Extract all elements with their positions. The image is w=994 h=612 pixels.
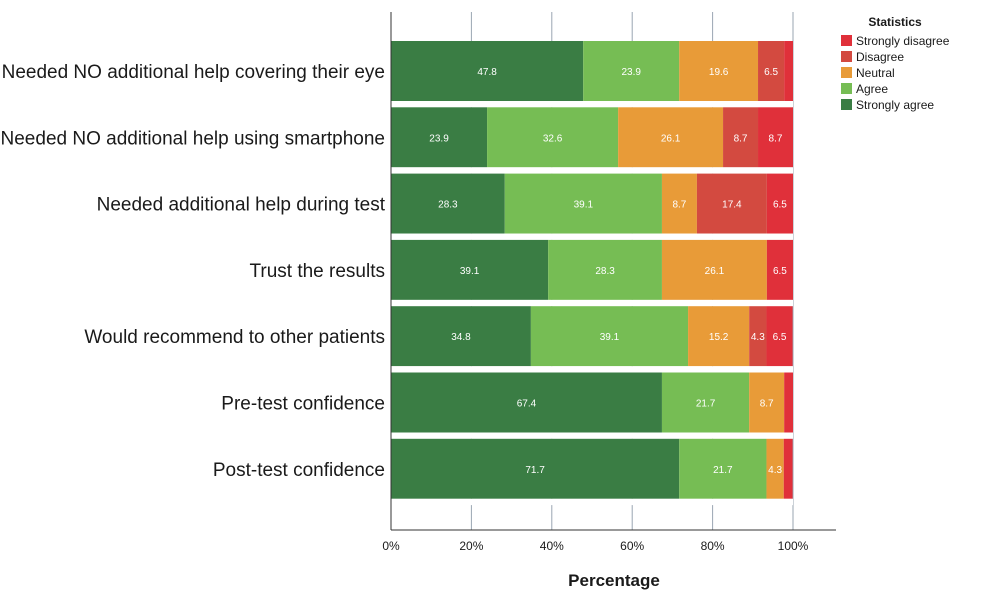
bar-segment — [766, 438, 784, 499]
bar-segment — [548, 239, 662, 300]
legend-entry: Strongly agree — [856, 98, 934, 112]
data-label: 23.9 — [429, 133, 449, 144]
data-label: 6.5 — [773, 200, 787, 211]
data-label: 6.5 — [764, 67, 778, 78]
bar-segment — [583, 41, 680, 101]
legend-swatch — [841, 67, 852, 78]
data-label: 26.1 — [661, 133, 681, 144]
x-axis-title: Percentage — [568, 571, 660, 590]
data-label: 6.5 — [773, 266, 787, 277]
bar-segment — [391, 438, 680, 499]
bar-segment — [749, 306, 767, 367]
x-tick-label: 40% — [540, 539, 564, 553]
bar-segment — [784, 372, 793, 433]
bar-segment — [391, 173, 505, 234]
data-label: 39.1 — [600, 332, 620, 343]
data-label: 8.7 — [734, 133, 748, 144]
category-label: Would recommend to other patients — [84, 327, 385, 348]
category-labels: Needed NO additional help covering their… — [1, 62, 386, 481]
axes — [390, 12, 836, 531]
category-label: Needed additional help during test — [97, 195, 386, 216]
bar-segment — [661, 239, 767, 300]
x-tick-label: 80% — [701, 539, 725, 553]
x-tick-label: 100% — [778, 539, 809, 553]
bar-segment — [766, 306, 793, 367]
bar-segment — [661, 173, 697, 234]
legend-entry: Disagree — [856, 50, 904, 64]
data-label: 47.8 — [477, 67, 497, 78]
x-tick-label: 0% — [382, 539, 400, 553]
data-label: 21.7 — [713, 465, 733, 476]
legend-swatch — [841, 51, 852, 62]
bar-segment — [679, 41, 759, 101]
data-label: 71.7 — [525, 465, 545, 476]
bar-segment — [504, 173, 662, 234]
legend-entry: Neutral — [856, 66, 895, 80]
row-separator — [391, 101, 793, 108]
bar-segment — [688, 306, 750, 367]
data-label: 17.4 — [722, 200, 742, 211]
data-label: 34.8 — [451, 332, 471, 343]
data-label: 28.3 — [595, 266, 615, 277]
bar-segment — [391, 107, 488, 168]
category-label: Post-test confidence — [213, 460, 385, 481]
legend-swatch — [841, 99, 852, 110]
legend-swatch — [841, 35, 852, 46]
data-label: 4.3 — [768, 465, 782, 476]
data-label: 6.5 — [773, 332, 787, 343]
legend-title: Statistics — [868, 15, 922, 29]
bars: 47.8 23.9 19.6 6.5 23.9 32.6 26.1 8.7 8.7 28.3 39.… — [391, 41, 793, 506]
category-label: Needed NO additional help using smartpho… — [1, 128, 385, 149]
row-separator — [391, 432, 793, 439]
data-label: 8.7 — [760, 399, 774, 410]
bar-segment — [784, 41, 793, 101]
x-tick-label: 60% — [620, 539, 644, 553]
data-label: 67.4 — [517, 399, 537, 410]
legend-swatch — [841, 83, 852, 94]
bar-segment — [758, 107, 793, 168]
legend-entry: Strongly disagree — [856, 34, 950, 48]
data-label: 39.1 — [574, 200, 594, 211]
x-tick-labels: 0% 20% 40% 60% 80% 100% — [382, 539, 808, 553]
category-label: Trust the results — [249, 261, 385, 282]
bar-segment — [530, 306, 689, 367]
row-separator — [391, 498, 793, 506]
bar-segment — [766, 239, 793, 300]
data-label: 8.7 — [769, 133, 783, 144]
bar-segment — [618, 107, 724, 168]
bar-segment — [391, 306, 531, 367]
bar-segment — [696, 173, 767, 234]
bar-segment — [679, 438, 767, 499]
data-label: 26.1 — [705, 266, 725, 277]
bar-segment — [758, 41, 785, 101]
bar-segment — [391, 41, 584, 101]
data-label: 21.7 — [696, 399, 716, 410]
data-label: 28.3 — [438, 200, 458, 211]
bar-segment — [783, 438, 793, 499]
bar-segment — [723, 107, 759, 168]
x-tick-label: 20% — [459, 539, 483, 553]
data-label: 19.6 — [709, 67, 729, 78]
row-separator — [391, 233, 793, 240]
data-label: 4.3 — [751, 332, 765, 343]
data-label: 32.6 — [543, 133, 563, 144]
row-separator — [391, 167, 793, 174]
bar-segment — [661, 372, 750, 433]
bar-segment — [391, 372, 662, 433]
data-label: 39.1 — [460, 266, 480, 277]
bar-segment — [749, 372, 785, 433]
row-separator — [391, 299, 793, 307]
legend-entry: Agree — [856, 82, 888, 96]
data-label: 15.2 — [709, 332, 729, 343]
bar-segment — [766, 173, 793, 234]
category-label: Pre-test confidence — [221, 394, 385, 415]
data-label: 23.9 — [621, 67, 641, 78]
bar-segment — [391, 239, 549, 300]
data-label: 8.7 — [672, 200, 686, 211]
category-label: Needed NO additional help covering their… — [2, 62, 385, 83]
row-separator — [391, 366, 793, 373]
legend: Statistics Strongly disagree Disagree Neut… — [841, 15, 950, 112]
bar-segment — [487, 107, 619, 168]
